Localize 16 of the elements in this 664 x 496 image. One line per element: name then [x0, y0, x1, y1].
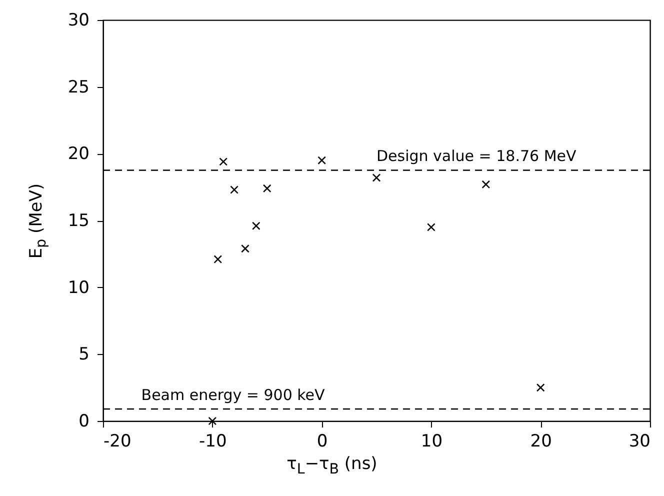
x-tick-label: 0 — [316, 432, 328, 452]
x-tick-label: -20 — [104, 432, 132, 452]
ref-line-label: Design value = 18.76 MeV — [376, 147, 578, 166]
x-tick-label: -10 — [199, 432, 227, 452]
y-tick-label: 15 — [68, 211, 90, 231]
y-tick-label: 10 — [68, 278, 90, 298]
ref-line-label: Beam energy = 900 keV — [141, 386, 326, 404]
y-tick-label: 0 — [78, 412, 90, 432]
x-axis-title: τ$_{L}$−τ$_{B}$ (ns) — [286, 454, 378, 478]
x-tick-label: 10 — [420, 432, 443, 452]
x-tick-label: 20 — [530, 432, 552, 452]
y-tick-label: 5 — [78, 344, 90, 365]
x-tick-label: 30 — [628, 432, 650, 452]
y-tick-label: 25 — [68, 77, 90, 98]
y-tick-label: 30 — [68, 10, 90, 30]
y-tick-label: 20 — [68, 144, 90, 164]
